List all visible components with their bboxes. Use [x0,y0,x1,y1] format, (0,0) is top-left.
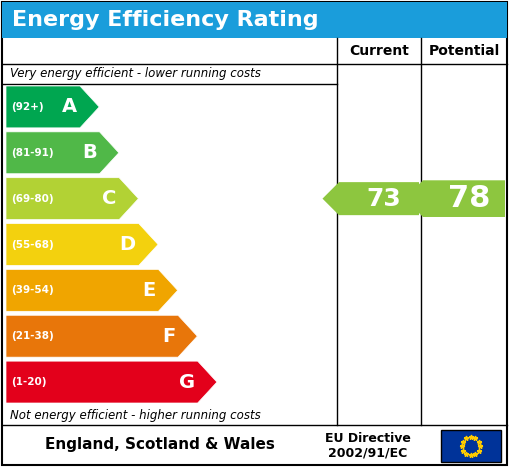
Text: (21-38): (21-38) [11,331,54,341]
Text: 2002/91/EC: 2002/91/EC [328,446,408,460]
Polygon shape [405,180,505,217]
Text: D: D [120,235,136,254]
Polygon shape [323,182,419,215]
Text: EU Directive: EU Directive [325,432,411,446]
Bar [2,2,507,38]
Text: (39-54): (39-54) [11,285,54,295]
Text: F: F [162,327,175,346]
Text: Not energy efficient - higher running costs: Not energy efficient - higher running co… [10,409,261,422]
Text: 78: 78 [448,184,491,213]
Text: (55-68): (55-68) [11,240,54,249]
Polygon shape [6,132,119,174]
Text: (92+): (92+) [11,102,44,112]
Text: Potential: Potential [429,44,500,58]
Text: (69-80): (69-80) [11,194,53,204]
Polygon shape [6,224,158,265]
Polygon shape [6,178,138,219]
Text: Energy Efficiency Rating: Energy Efficiency Rating [12,10,319,30]
Text: C: C [102,189,116,208]
Polygon shape [6,361,217,403]
Bar [441,430,501,462]
Polygon shape [6,269,178,311]
Text: (1-20): (1-20) [11,377,46,387]
Polygon shape [6,315,197,357]
Text: (81-91): (81-91) [11,148,53,158]
Text: Very energy efficient - lower running costs: Very energy efficient - lower running co… [10,68,261,80]
Text: Current: Current [349,44,409,58]
Text: E: E [142,281,155,300]
Text: 73: 73 [366,187,401,211]
Text: B: B [82,143,97,163]
Polygon shape [6,86,99,128]
Text: G: G [179,373,194,391]
Text: England, Scotland & Wales: England, Scotland & Wales [45,438,275,453]
Text: A: A [62,98,77,116]
